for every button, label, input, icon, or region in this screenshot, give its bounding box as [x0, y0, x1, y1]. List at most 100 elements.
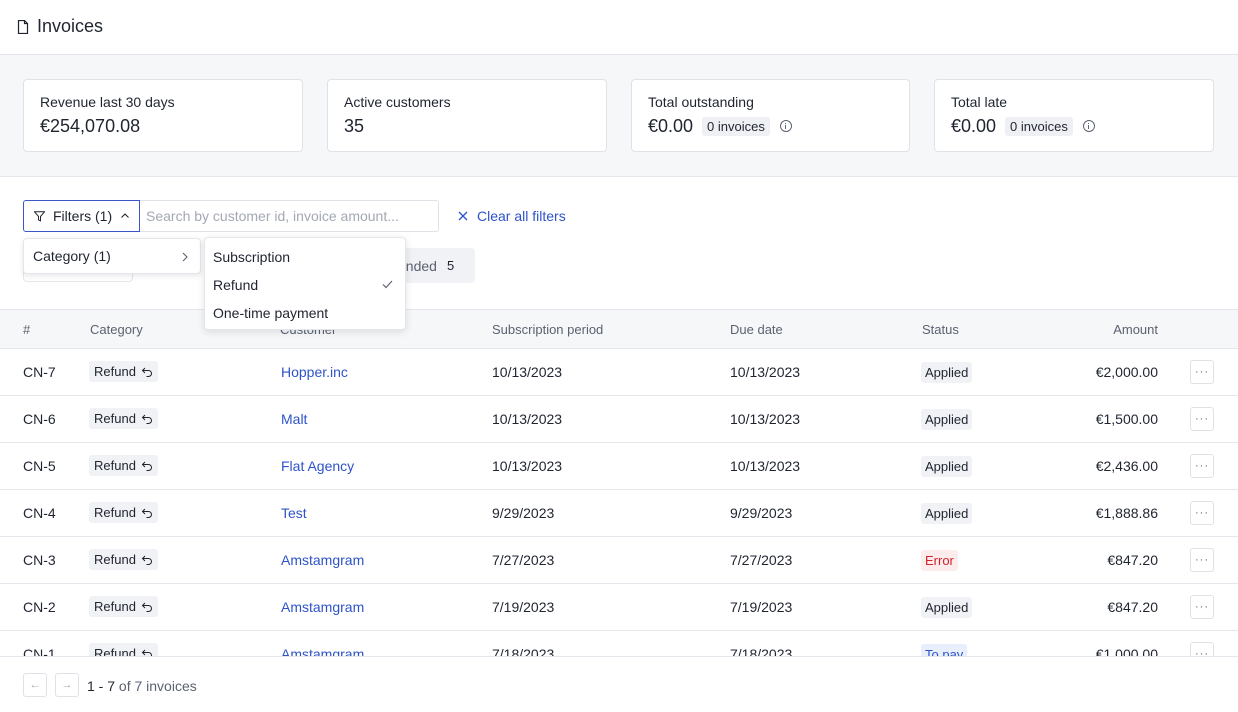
document-icon — [17, 20, 29, 34]
search-input[interactable] — [140, 200, 439, 232]
more-actions-button[interactable]: ··· — [1190, 454, 1214, 478]
table-row[interactable]: CN-6 Refund Malt 10/13/2023 10/13/2023 A… — [0, 396, 1238, 443]
menu-option-subscription[interactable]: Subscription — [205, 243, 405, 271]
tab-refunded-label: unded — [398, 257, 437, 274]
invoice-number: CN-3 — [23, 552, 56, 568]
subscription-period: 7/18/2023 — [492, 646, 555, 656]
customer-link[interactable]: Test — [281, 505, 307, 521]
table-row[interactable]: CN-7 Refund Hopper.inc 10/13/2023 10/13/… — [0, 349, 1238, 396]
status-badge: Applied — [921, 597, 973, 618]
table-row[interactable]: CN-2 Refund Amstamgram 7/19/2023 7/19/20… — [0, 584, 1238, 631]
filters-button[interactable]: Filters (1) — [23, 200, 140, 232]
subscription-period: 10/13/2023 — [492, 411, 563, 427]
stat-value: 35 — [344, 116, 365, 136]
table-row[interactable]: CN-3 Refund Amstamgram 7/27/2023 7/27/20… — [0, 537, 1238, 584]
next-page-button[interactable]: → — [55, 673, 79, 697]
table-row[interactable]: CN-5 Refund Flat Agency 10/13/2023 10/13… — [0, 443, 1238, 490]
category-label: Refund — [94, 646, 136, 656]
status-badge: Applied — [921, 456, 973, 477]
category-label: Refund — [94, 505, 136, 520]
more-actions-button[interactable]: ··· — [1190, 501, 1214, 525]
previous-page-button[interactable]: ← — [23, 673, 47, 697]
column-header-number: # — [23, 322, 31, 337]
close-icon — [458, 211, 468, 221]
customer-link[interactable]: Hopper.inc — [281, 364, 348, 380]
pagination-summary: 1 - 7 of 7 invoices — [87, 678, 197, 694]
info-icon[interactable] — [1082, 120, 1095, 132]
clear-all-filters-button[interactable]: Clear all filters — [458, 208, 566, 224]
invoice-number: CN-2 — [23, 599, 56, 615]
chevron-right-icon — [182, 252, 188, 262]
menu-option-label: Subscription — [213, 249, 291, 265]
filter-menu-category-label: Category (1) — [33, 248, 111, 264]
subscription-period: 10/13/2023 — [492, 364, 563, 380]
table-header: # Category Customer Subscription period … — [0, 309, 1238, 349]
more-actions-button[interactable]: ··· — [1190, 548, 1214, 572]
amount: €847.20 — [1107, 599, 1158, 615]
stat-card-active-customers: Active customers 35 — [327, 79, 607, 152]
tab-refunded-count: 5 — [446, 258, 455, 273]
status-badge: Applied — [921, 409, 973, 430]
table-row[interactable]: CN-4 Refund Test 9/29/2023 9/29/2023 App… — [0, 490, 1238, 537]
filter-menu-category[interactable]: Category (1) — [23, 238, 201, 274]
more-actions-button[interactable]: ··· — [1190, 360, 1214, 384]
column-header-category: Category — [90, 322, 143, 337]
category-options-menu: Subscription Refund One-time payment — [204, 237, 406, 330]
invoice-table-body: CN-7 Refund Hopper.inc 10/13/2023 10/13/… — [0, 349, 1238, 656]
stat-value: €0.00 — [951, 116, 997, 136]
column-header-due-date: Due date — [730, 322, 783, 337]
invoice-number: CN-4 — [23, 505, 56, 521]
category-badge: Refund — [89, 549, 158, 570]
category-label: Refund — [94, 599, 136, 614]
amount: €2,436.00 — [1095, 458, 1158, 474]
customer-link[interactable]: Amstamgram — [281, 599, 365, 615]
amount: €1,888.86 — [1095, 505, 1158, 521]
stat-card-total-outstanding: Total outstanding €0.00 0 invoices — [631, 79, 910, 152]
customer-link[interactable]: Malt — [281, 411, 308, 427]
status-badge: Error — [921, 550, 958, 571]
invoice-count-badge: 0 invoices — [702, 116, 770, 136]
status-badge: Applied — [921, 362, 973, 383]
amount: €2,000.00 — [1095, 364, 1158, 380]
pagination-range: 1 - 7 — [87, 678, 116, 694]
customer-link[interactable]: Flat Agency — [281, 458, 355, 474]
invoice-number: CN-7 — [23, 364, 56, 380]
return-icon — [141, 602, 152, 612]
menu-option-one-time-payment[interactable]: One-time payment — [205, 299, 405, 327]
subscription-period: 9/29/2023 — [492, 505, 555, 521]
due-date: 9/29/2023 — [730, 505, 793, 521]
menu-option-label: One-time payment — [213, 305, 329, 321]
info-icon[interactable] — [779, 120, 792, 132]
due-date: 7/27/2023 — [730, 552, 793, 568]
stat-card-total-late: Total late €0.00 0 invoices — [934, 79, 1214, 152]
amount: €847.20 — [1107, 552, 1158, 568]
category-badge: Refund — [89, 596, 158, 617]
category-label: Refund — [94, 552, 136, 567]
due-date: 10/13/2023 — [730, 458, 801, 474]
category-badge: Refund — [89, 502, 158, 523]
category-label: Refund — [94, 364, 136, 379]
more-actions-button[interactable]: ··· — [1190, 407, 1214, 431]
due-date: 10/13/2023 — [730, 411, 801, 427]
return-icon — [141, 414, 152, 424]
invoice-number: CN-6 — [23, 411, 56, 427]
menu-option-refund[interactable]: Refund — [205, 271, 405, 299]
more-actions-button[interactable]: ··· — [1190, 595, 1214, 619]
stat-value: €0.00 — [648, 116, 694, 136]
stat-value: €254,070.08 — [40, 116, 141, 136]
return-icon — [141, 555, 152, 565]
more-actions-button[interactable]: ··· — [1190, 642, 1214, 656]
table-row[interactable]: CN-1 Refund Amstamgram 7/18/2023 7/18/20… — [0, 631, 1238, 656]
status-badge: To pay — [921, 644, 968, 656]
customer-link[interactable]: Amstamgram — [281, 552, 365, 568]
column-header-amount: Amount — [1113, 322, 1158, 337]
return-icon — [141, 461, 152, 471]
top-bar: Invoices — [0, 0, 1238, 55]
subscription-period: 10/13/2023 — [492, 458, 563, 474]
amount: €1,500.00 — [1095, 411, 1158, 427]
pagination-footer: ← → 1 - 7 of 7 invoices — [0, 656, 1238, 712]
customer-link[interactable]: Amstamgram — [281, 646, 365, 656]
return-icon — [141, 367, 152, 377]
category-badge: Refund — [89, 455, 158, 476]
funnel-icon — [34, 210, 45, 222]
